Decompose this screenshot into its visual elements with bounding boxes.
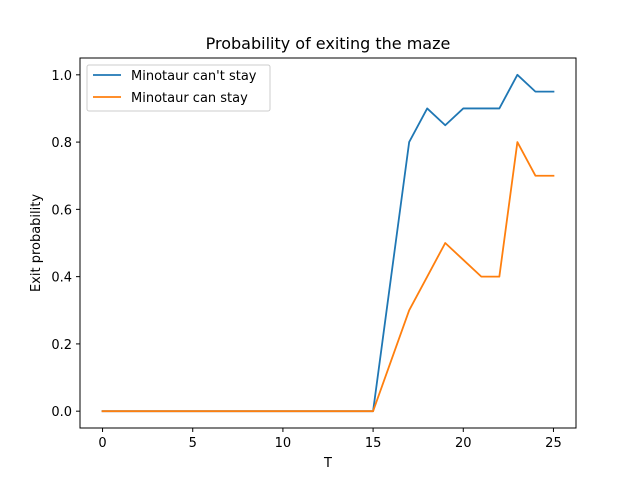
series-line-1 <box>101 141 555 413</box>
y-axis-label: Exit probability <box>29 194 44 292</box>
plot-frame <box>79 57 577 429</box>
legend-label-1: Minotaur can stay <box>131 91 248 106</box>
y-axis-ticks: 0.0 0.2 0.4 0.6 0.8 1.0 <box>51 69 80 420</box>
x-tick-label: 0 <box>98 436 106 451</box>
x-tick-label: 10 <box>275 436 292 451</box>
legend-box <box>86 64 271 112</box>
x-tick-label: 5 <box>189 436 197 451</box>
legend: Minotaur can't stay Minotaur can stay <box>86 64 271 112</box>
y-tick-label: 0.4 <box>51 271 72 286</box>
series-line-0 <box>101 73 555 413</box>
chart-title: Probability of exiting the maze <box>206 34 451 53</box>
x-tick-label: 25 <box>545 436 562 451</box>
x-tick-label: 20 <box>455 436 472 451</box>
y-tick-label: 0.8 <box>51 136 72 151</box>
y-tick-label: 0.2 <box>51 338 72 353</box>
x-tick-label: 15 <box>365 436 382 451</box>
y-tick-label: 1.0 <box>51 69 72 84</box>
x-axis-label: T <box>323 456 332 471</box>
legend-label-0: Minotaur can't stay <box>131 69 257 84</box>
y-tick-label: 0.0 <box>51 405 72 420</box>
x-axis-ticks: 0 5 10 15 20 25 <box>98 428 562 451</box>
plot-lines <box>101 73 555 413</box>
y-tick-label: 0.6 <box>51 203 72 218</box>
